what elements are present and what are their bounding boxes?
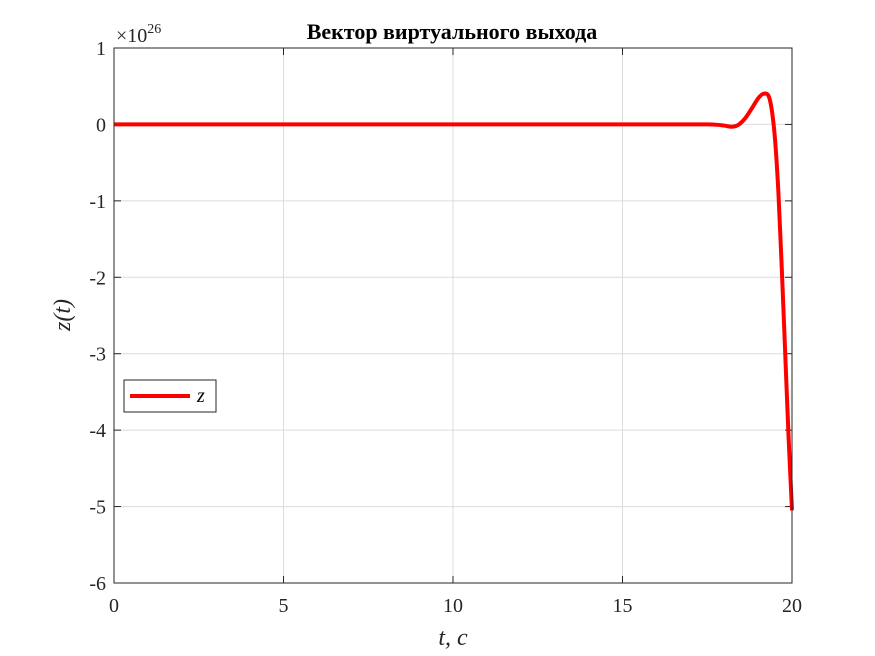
x-tick-label: 10 — [443, 595, 463, 617]
y-tick-label: -5 — [89, 497, 106, 519]
series-lines — [113, 91, 794, 511]
y-tick-label: -2 — [89, 267, 106, 289]
x-tick-label: 0 — [109, 595, 119, 617]
x-axis-label: t, c — [438, 625, 468, 651]
y-tick-label: 1 — [96, 38, 106, 60]
y-tick-label: 0 — [96, 114, 106, 136]
series-line-z — [113, 91, 794, 511]
y-exponent-label: ×1026 — [116, 22, 161, 47]
y-tick-label: -3 — [89, 344, 106, 366]
chart-title: Вектор виртуального выхода — [307, 19, 598, 44]
y-axis-label: z(t) — [50, 299, 76, 332]
x-tick-label: 15 — [613, 595, 633, 617]
y-tick-label: -1 — [89, 191, 106, 213]
y-tick-label: -4 — [89, 420, 106, 442]
y-tick-label: -6 — [89, 573, 106, 595]
x-tick-label: 5 — [279, 595, 289, 617]
x-tick-label: 20 — [782, 595, 802, 617]
legend: z — [123, 379, 217, 413]
axes-box — [113, 47, 793, 584]
legend-label: z — [196, 385, 205, 407]
